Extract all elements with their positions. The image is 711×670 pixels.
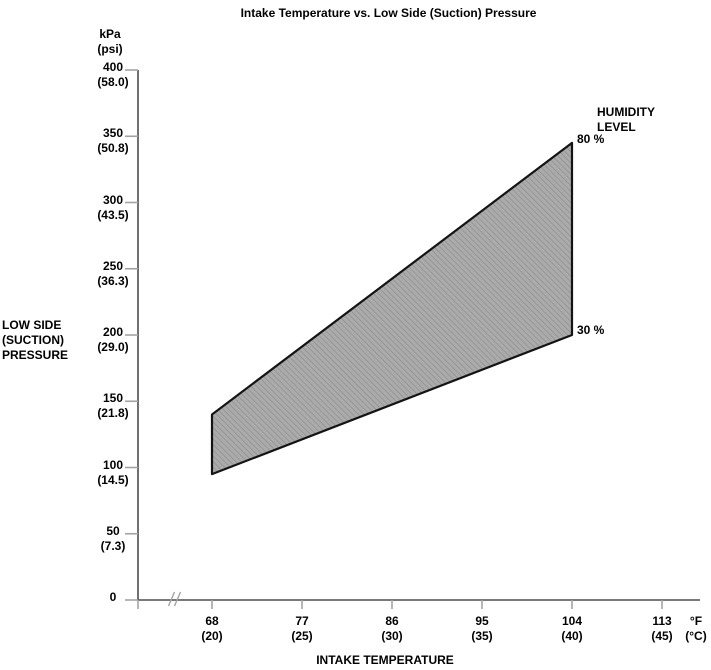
x-axis-unit-label: °F (°C) xyxy=(666,614,711,644)
y-tick-label: 0 xyxy=(109,590,117,604)
x-tick-label: 113 (45) xyxy=(651,614,673,643)
y-tick-label: 250 (36.3) xyxy=(97,258,129,288)
chart-title: Intake Temperature vs. Low Side (Suction… xyxy=(240,6,537,20)
y-tick-label: 50 (7.3) xyxy=(100,523,126,553)
y-axis-title-line3: PRESSURE xyxy=(2,348,69,362)
humidity-band xyxy=(210,141,574,476)
x-axis-title: INTAKE TEMPERATURE xyxy=(316,653,454,667)
y-axis-title: LOW SIDE (SUCTION) PRESSURE xyxy=(2,318,68,363)
x-unit-f: °F xyxy=(689,614,703,628)
humidity-80-label: 80 % xyxy=(577,132,605,146)
x-tick-label: 95 (35) xyxy=(471,614,493,643)
y-tick-label: 300 (43.5) xyxy=(97,192,129,222)
y-tick-label: 200 (29.0) xyxy=(97,325,129,354)
humidity-legend-title: HUMIDITY LEVEL xyxy=(597,105,655,135)
y-tick-label: 400 (58.0) xyxy=(97,60,129,89)
x-tick-label: 68 (20) xyxy=(201,614,223,643)
humidity-legend-line1: HUMIDITY xyxy=(597,105,655,119)
axis-break-marks xyxy=(167,591,182,607)
y-axis-unit-label: kPa (psi) xyxy=(80,27,140,57)
x-tick-label: 77 (25) xyxy=(291,614,313,643)
x-unit-c: (°C) xyxy=(685,629,707,643)
humidity-legend-line2: LEVEL xyxy=(597,120,636,134)
x-tick-label: 86 (30) xyxy=(381,614,403,643)
y-axis-title-line1: LOW SIDE xyxy=(2,318,62,332)
y-unit-kpa: kPa xyxy=(99,27,121,41)
y-unit-psi: (psi) xyxy=(97,42,123,56)
humidity-30-label: 30 % xyxy=(577,323,605,337)
y-tick-label: 350 (50.8) xyxy=(97,126,129,156)
y-tick-label: 150 (21.8) xyxy=(97,391,129,421)
y-axis-title-line2: (SUCTION) xyxy=(2,333,64,347)
y-tick-label: 100 (14.5) xyxy=(97,457,129,487)
x-tick-label: 104 (40) xyxy=(561,614,583,643)
